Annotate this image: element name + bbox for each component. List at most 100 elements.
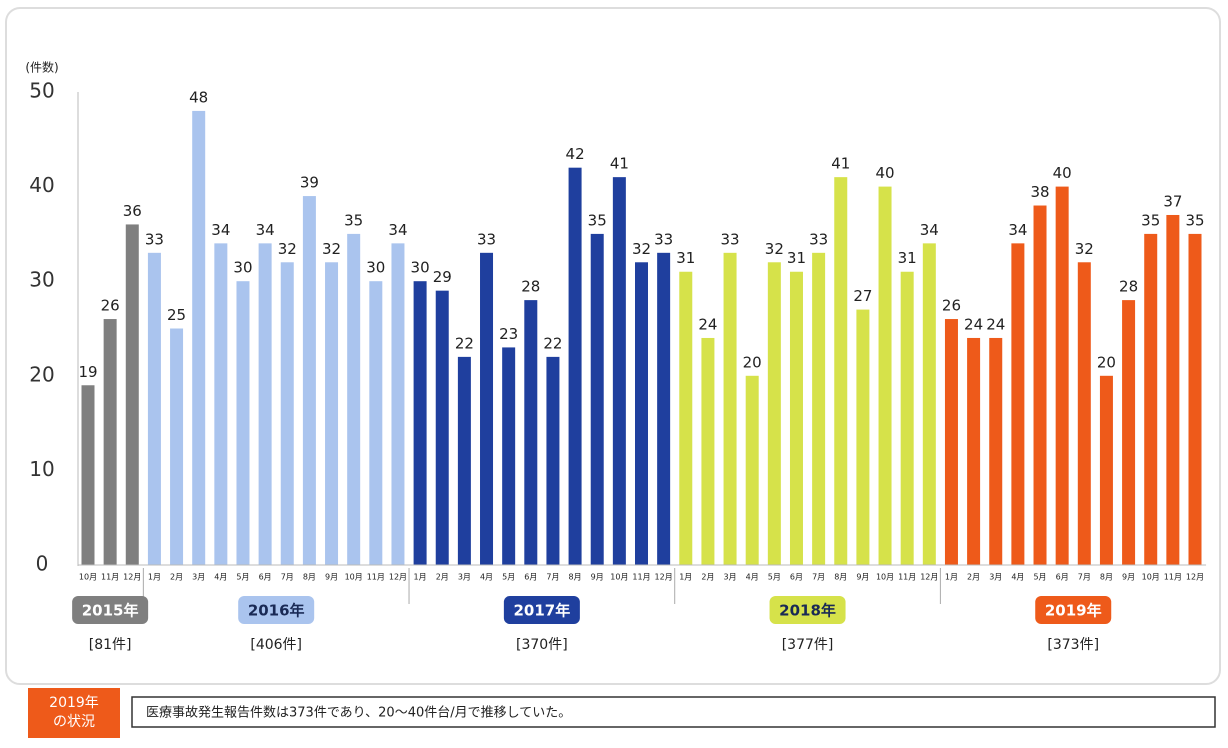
bar bbox=[679, 271, 693, 565]
bar bbox=[524, 300, 538, 565]
y-axis-label: (件数) bbox=[25, 60, 58, 75]
frame bbox=[5, 7, 1221, 685]
x-tick-label: 7月 bbox=[1078, 573, 1091, 582]
data-label: 35 bbox=[1185, 211, 1204, 229]
bar bbox=[1033, 205, 1047, 565]
x-tick-label: 11月 bbox=[632, 573, 650, 582]
data-label: 31 bbox=[898, 249, 917, 267]
bar bbox=[347, 233, 361, 565]
x-tick-label: 10月 bbox=[79, 573, 97, 582]
data-label: 35 bbox=[588, 211, 607, 229]
data-label: 31 bbox=[787, 249, 806, 267]
data-label: 24 bbox=[964, 315, 983, 333]
group-total: [81件] bbox=[89, 637, 132, 653]
note-box bbox=[131, 696, 1216, 728]
x-tick-label: 6月 bbox=[790, 573, 803, 582]
x-tick-label: 2月 bbox=[701, 573, 714, 582]
data-label: 33 bbox=[145, 230, 164, 248]
x-tick-label: 5月 bbox=[1033, 573, 1046, 582]
x-tick-label: 2月 bbox=[967, 573, 980, 582]
bar bbox=[922, 243, 936, 566]
bar bbox=[125, 224, 139, 565]
bar bbox=[280, 262, 294, 565]
note-badge bbox=[28, 688, 120, 738]
bar bbox=[812, 252, 826, 565]
bar bbox=[369, 281, 383, 565]
data-label: 26 bbox=[101, 297, 120, 315]
data-label: 42 bbox=[566, 145, 585, 163]
bar bbox=[1122, 300, 1136, 565]
bar bbox=[789, 271, 803, 565]
group-total: [370件] bbox=[516, 637, 568, 653]
y-tick-label: 50 bbox=[29, 79, 54, 103]
data-label: 33 bbox=[809, 230, 828, 248]
legend-swatch bbox=[503, 596, 580, 624]
note-label: 2019年 bbox=[49, 695, 99, 711]
data-label: 29 bbox=[433, 268, 452, 286]
x-tick-label: 11月 bbox=[367, 573, 385, 582]
bar bbox=[413, 281, 427, 565]
x-tick-label: 12月 bbox=[1186, 573, 1204, 582]
data-label: 32 bbox=[1075, 240, 1094, 258]
x-tick-label: 4月 bbox=[1011, 573, 1024, 582]
bar bbox=[967, 337, 981, 565]
legend-label: 2016年 bbox=[248, 602, 305, 620]
x-tick-label: 10月 bbox=[345, 573, 363, 582]
x-tick-label: 11月 bbox=[101, 573, 119, 582]
bar bbox=[214, 243, 228, 566]
x-tick-label: 1月 bbox=[945, 573, 958, 582]
x-tick-label: 7月 bbox=[546, 573, 559, 582]
data-label: 22 bbox=[455, 334, 474, 352]
bar bbox=[701, 337, 715, 565]
x-tick-label: 6月 bbox=[524, 573, 537, 582]
x-tick-label: 3月 bbox=[724, 573, 737, 582]
bar bbox=[546, 356, 560, 565]
bar bbox=[723, 252, 737, 565]
data-label: 23 bbox=[499, 325, 518, 343]
data-label: 33 bbox=[654, 230, 673, 248]
x-tick-label: 11月 bbox=[898, 573, 916, 582]
legend-swatch bbox=[769, 596, 846, 624]
data-label: 22 bbox=[543, 334, 562, 352]
bar bbox=[480, 252, 494, 565]
legend-swatch bbox=[238, 596, 315, 624]
bar bbox=[1166, 214, 1180, 566]
bar bbox=[457, 356, 471, 565]
bar bbox=[1011, 243, 1025, 566]
x-tick-label: 5月 bbox=[768, 573, 781, 582]
bar bbox=[856, 309, 870, 565]
legend-label: 2019年 bbox=[1045, 602, 1102, 620]
x-tick-label: 6月 bbox=[259, 573, 272, 582]
data-label: 35 bbox=[344, 211, 363, 229]
x-tick-label: 3月 bbox=[458, 573, 471, 582]
legend-label: 2017年 bbox=[513, 602, 570, 620]
bar bbox=[325, 262, 339, 565]
bar bbox=[1144, 233, 1158, 565]
data-label: 32 bbox=[632, 240, 651, 258]
data-label: 19 bbox=[78, 363, 97, 381]
note-label: の状況 bbox=[53, 714, 95, 730]
bar bbox=[147, 252, 161, 565]
data-label: 41 bbox=[610, 155, 629, 173]
data-label: 32 bbox=[278, 240, 297, 258]
data-label: 30 bbox=[411, 259, 430, 277]
data-label: 20 bbox=[1097, 353, 1116, 371]
x-tick-label: 3月 bbox=[989, 573, 1002, 582]
bar bbox=[258, 243, 272, 566]
bar bbox=[81, 385, 95, 565]
bar bbox=[170, 328, 184, 565]
x-tick-label: 9月 bbox=[591, 573, 604, 582]
x-tick-label: 6月 bbox=[1056, 573, 1069, 582]
x-tick-label: 12月 bbox=[920, 573, 938, 582]
data-label: 32 bbox=[765, 240, 784, 258]
bar bbox=[834, 177, 848, 565]
data-label: 24 bbox=[698, 315, 717, 333]
bar bbox=[745, 375, 759, 565]
data-label: 36 bbox=[123, 202, 142, 220]
x-tick-label: 4月 bbox=[746, 573, 759, 582]
x-tick-label: 4月 bbox=[480, 573, 493, 582]
bar bbox=[612, 177, 626, 565]
x-tick-label: 9月 bbox=[1122, 573, 1135, 582]
bar bbox=[391, 243, 405, 566]
legend-swatch bbox=[72, 596, 149, 624]
